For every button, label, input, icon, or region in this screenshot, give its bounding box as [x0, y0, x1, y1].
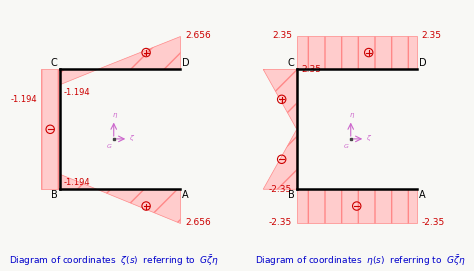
Polygon shape — [60, 174, 97, 189]
Text: C: C — [288, 58, 294, 68]
Polygon shape — [263, 129, 297, 189]
Text: A: A — [419, 191, 426, 201]
Text: D: D — [182, 58, 190, 68]
Text: -1.194: -1.194 — [10, 95, 37, 104]
Text: -1.194: -1.194 — [64, 178, 90, 187]
Text: -2.35: -2.35 — [269, 185, 292, 194]
Text: -1.194: -1.194 — [64, 88, 90, 97]
Text: 2.35: 2.35 — [421, 31, 441, 40]
Text: $\eta$: $\eta$ — [112, 111, 118, 120]
Polygon shape — [97, 36, 180, 69]
Text: $G$: $G$ — [343, 142, 349, 150]
Polygon shape — [41, 69, 60, 189]
Polygon shape — [263, 69, 297, 129]
Text: 2.656: 2.656 — [186, 218, 211, 227]
Text: C: C — [51, 58, 57, 68]
Text: $\eta$: $\eta$ — [349, 111, 355, 120]
Text: -2.35: -2.35 — [269, 218, 292, 227]
Polygon shape — [297, 36, 417, 69]
Text: 2.656: 2.656 — [186, 31, 211, 40]
Text: -2.35: -2.35 — [421, 218, 445, 227]
Text: A: A — [182, 191, 189, 201]
Text: 2.35: 2.35 — [301, 65, 321, 74]
Text: D: D — [419, 58, 427, 68]
Text: B: B — [51, 191, 57, 201]
Text: $\zeta$: $\zeta$ — [366, 133, 373, 143]
Polygon shape — [297, 189, 417, 223]
Text: $G$: $G$ — [106, 142, 112, 150]
Text: B: B — [288, 191, 294, 201]
Text: 2.35: 2.35 — [272, 31, 292, 40]
Text: $\zeta$: $\zeta$ — [129, 133, 136, 143]
Text: Diagram of coordinates  $\zeta(s)$  referring to  $G\bar{\zeta}\eta$: Diagram of coordinates $\zeta(s)$ referr… — [9, 253, 219, 267]
Text: Diagram of coordinates  $\eta(s)$  referring to  $G\bar{\zeta}\eta$: Diagram of coordinates $\eta(s)$ referri… — [255, 253, 465, 267]
Polygon shape — [60, 69, 97, 85]
Polygon shape — [97, 189, 180, 223]
